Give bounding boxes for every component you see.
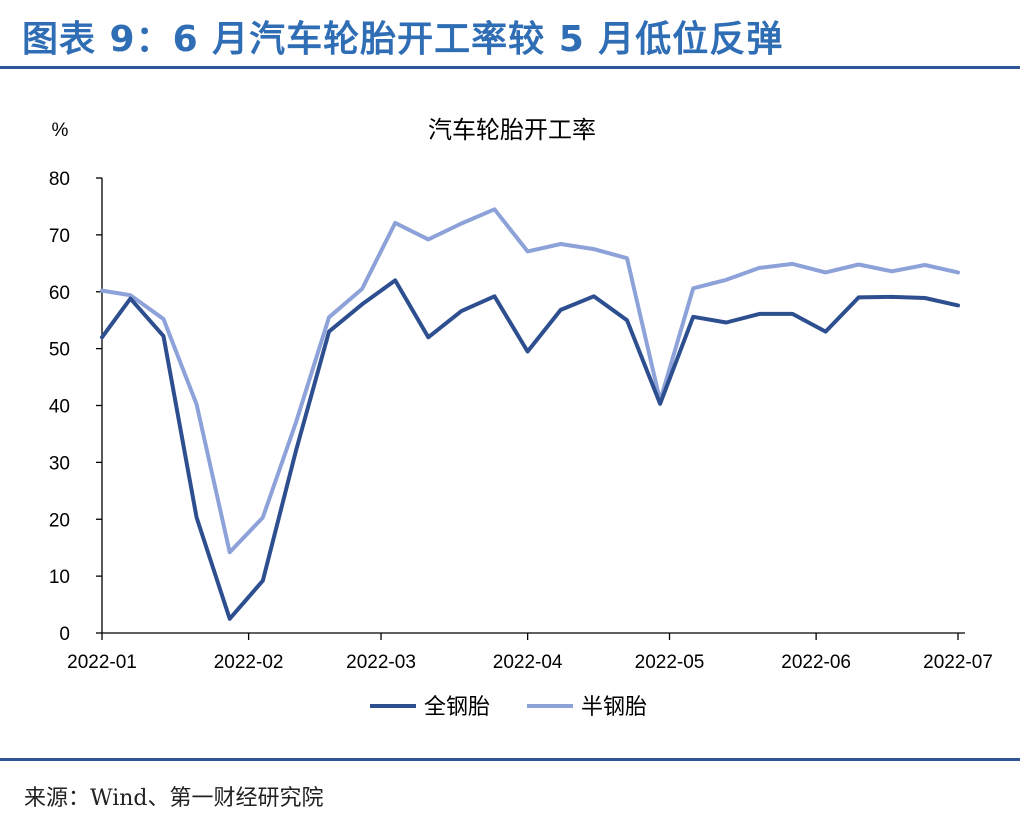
x-tick-label: 2022-03 bbox=[346, 652, 416, 673]
y-tick-label: 10 bbox=[49, 567, 70, 588]
legend-label: 半钢胎 bbox=[581, 695, 647, 720]
series-line-半钢胎 bbox=[100, 207, 960, 555]
x-tick-label: 2022-05 bbox=[635, 652, 705, 673]
y-tick-label: 60 bbox=[49, 283, 70, 304]
x-tick-label: 2022-07 bbox=[923, 652, 993, 673]
x-tick-label: 2022-04 bbox=[493, 652, 563, 673]
y-tick-label: 0 bbox=[59, 624, 70, 645]
y-tick-label: 80 bbox=[49, 169, 70, 190]
y-unit-label: % bbox=[52, 120, 69, 141]
source-note: 来源：Wind、第一财经研究院 bbox=[24, 786, 324, 811]
y-tick-label: 40 bbox=[49, 397, 70, 418]
figure-title: 图表 9：6 月汽车轮胎开工率较 5 月低位反弹 bbox=[22, 19, 784, 60]
x-tick-label: 2022-06 bbox=[781, 652, 851, 673]
y-tick-label: 20 bbox=[49, 510, 70, 531]
y-tick-label: 70 bbox=[49, 226, 70, 247]
legend-label: 全钢胎 bbox=[424, 695, 490, 720]
x-tick-label: 2022-01 bbox=[67, 652, 137, 673]
legend: 全钢胎 半钢胎 bbox=[370, 695, 647, 720]
chart-title: 汽车轮胎开工率 bbox=[428, 116, 596, 144]
y-axis: 0 10 20 30 40 50 60 70 80 bbox=[49, 169, 103, 645]
bottom-rule bbox=[0, 758, 1020, 761]
series-lines bbox=[100, 207, 960, 621]
x-axis: 2022-01 2022-02 2022-03 2022-04 2022-05 2022-… bbox=[67, 632, 993, 673]
top-rule bbox=[0, 66, 1020, 69]
y-tick-label: 30 bbox=[49, 453, 70, 474]
x-tick-label: 2022-02 bbox=[214, 652, 284, 673]
series-line-全钢胎 bbox=[100, 278, 960, 621]
y-tick-label: 50 bbox=[49, 340, 70, 361]
